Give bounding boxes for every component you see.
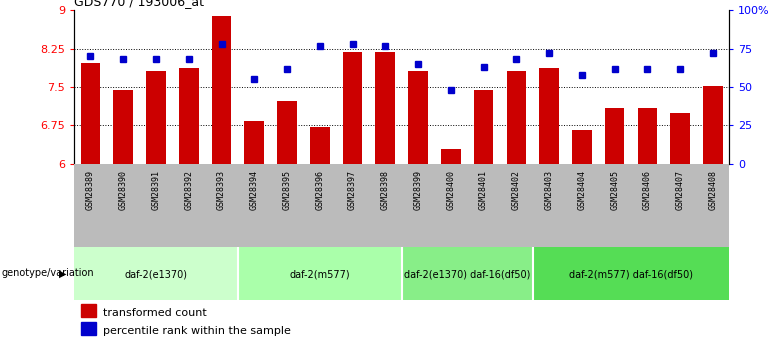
Bar <box>80 62 101 164</box>
Bar <box>506 71 526 164</box>
Text: GSM28394: GSM28394 <box>250 170 259 210</box>
Text: GSM28393: GSM28393 <box>217 170 226 210</box>
Bar <box>533 247 729 300</box>
Bar <box>408 71 428 164</box>
Bar <box>441 148 461 164</box>
Text: GSM28390: GSM28390 <box>119 170 128 210</box>
Bar <box>703 86 723 164</box>
Text: ▶: ▶ <box>58 268 66 278</box>
Bar <box>473 90 494 164</box>
Text: GSM28402: GSM28402 <box>512 170 521 210</box>
Text: daf-2(m577): daf-2(m577) <box>289 269 350 279</box>
Text: daf-2(e1370): daf-2(e1370) <box>125 269 187 279</box>
Text: genotype/variation: genotype/variation <box>2 268 94 278</box>
Bar <box>238 247 402 300</box>
Text: transformed count: transformed count <box>103 308 207 318</box>
Text: GSM28401: GSM28401 <box>479 170 488 210</box>
Text: GSM28407: GSM28407 <box>675 170 685 210</box>
Bar <box>539 68 559 164</box>
Text: GDS770 / 193006_at: GDS770 / 193006_at <box>74 0 204 8</box>
Bar <box>146 71 166 164</box>
Bar <box>211 17 232 164</box>
Bar <box>604 108 625 164</box>
Bar <box>342 52 363 164</box>
Bar <box>179 68 199 164</box>
Text: percentile rank within the sample: percentile rank within the sample <box>103 326 291 336</box>
Bar <box>277 101 297 164</box>
Text: GSM28389: GSM28389 <box>86 170 95 210</box>
Bar <box>572 130 592 164</box>
Text: GSM28396: GSM28396 <box>315 170 324 210</box>
Text: GSM28391: GSM28391 <box>151 170 161 210</box>
Bar <box>637 108 658 164</box>
Bar <box>74 247 238 300</box>
Bar <box>670 113 690 164</box>
Text: GSM28403: GSM28403 <box>544 170 554 210</box>
Bar <box>113 90 133 164</box>
Text: GSM28397: GSM28397 <box>348 170 357 210</box>
Text: GSM28398: GSM28398 <box>381 170 390 210</box>
Bar <box>80 304 96 317</box>
Text: GSM28408: GSM28408 <box>708 170 718 210</box>
Text: GSM28404: GSM28404 <box>577 170 587 210</box>
Text: GSM28405: GSM28405 <box>610 170 619 210</box>
Bar <box>310 127 330 164</box>
Text: GSM28406: GSM28406 <box>643 170 652 210</box>
Text: GSM28400: GSM28400 <box>446 170 456 210</box>
Bar <box>244 121 264 164</box>
Bar <box>375 52 395 164</box>
Text: GSM28392: GSM28392 <box>184 170 193 210</box>
Text: daf-2(e1370) daf-16(df50): daf-2(e1370) daf-16(df50) <box>404 269 530 279</box>
Text: GSM28399: GSM28399 <box>413 170 423 210</box>
Bar <box>402 247 533 300</box>
Text: GSM28395: GSM28395 <box>282 170 292 210</box>
Bar <box>80 322 96 335</box>
Text: daf-2(m577) daf-16(df50): daf-2(m577) daf-16(df50) <box>569 269 693 279</box>
